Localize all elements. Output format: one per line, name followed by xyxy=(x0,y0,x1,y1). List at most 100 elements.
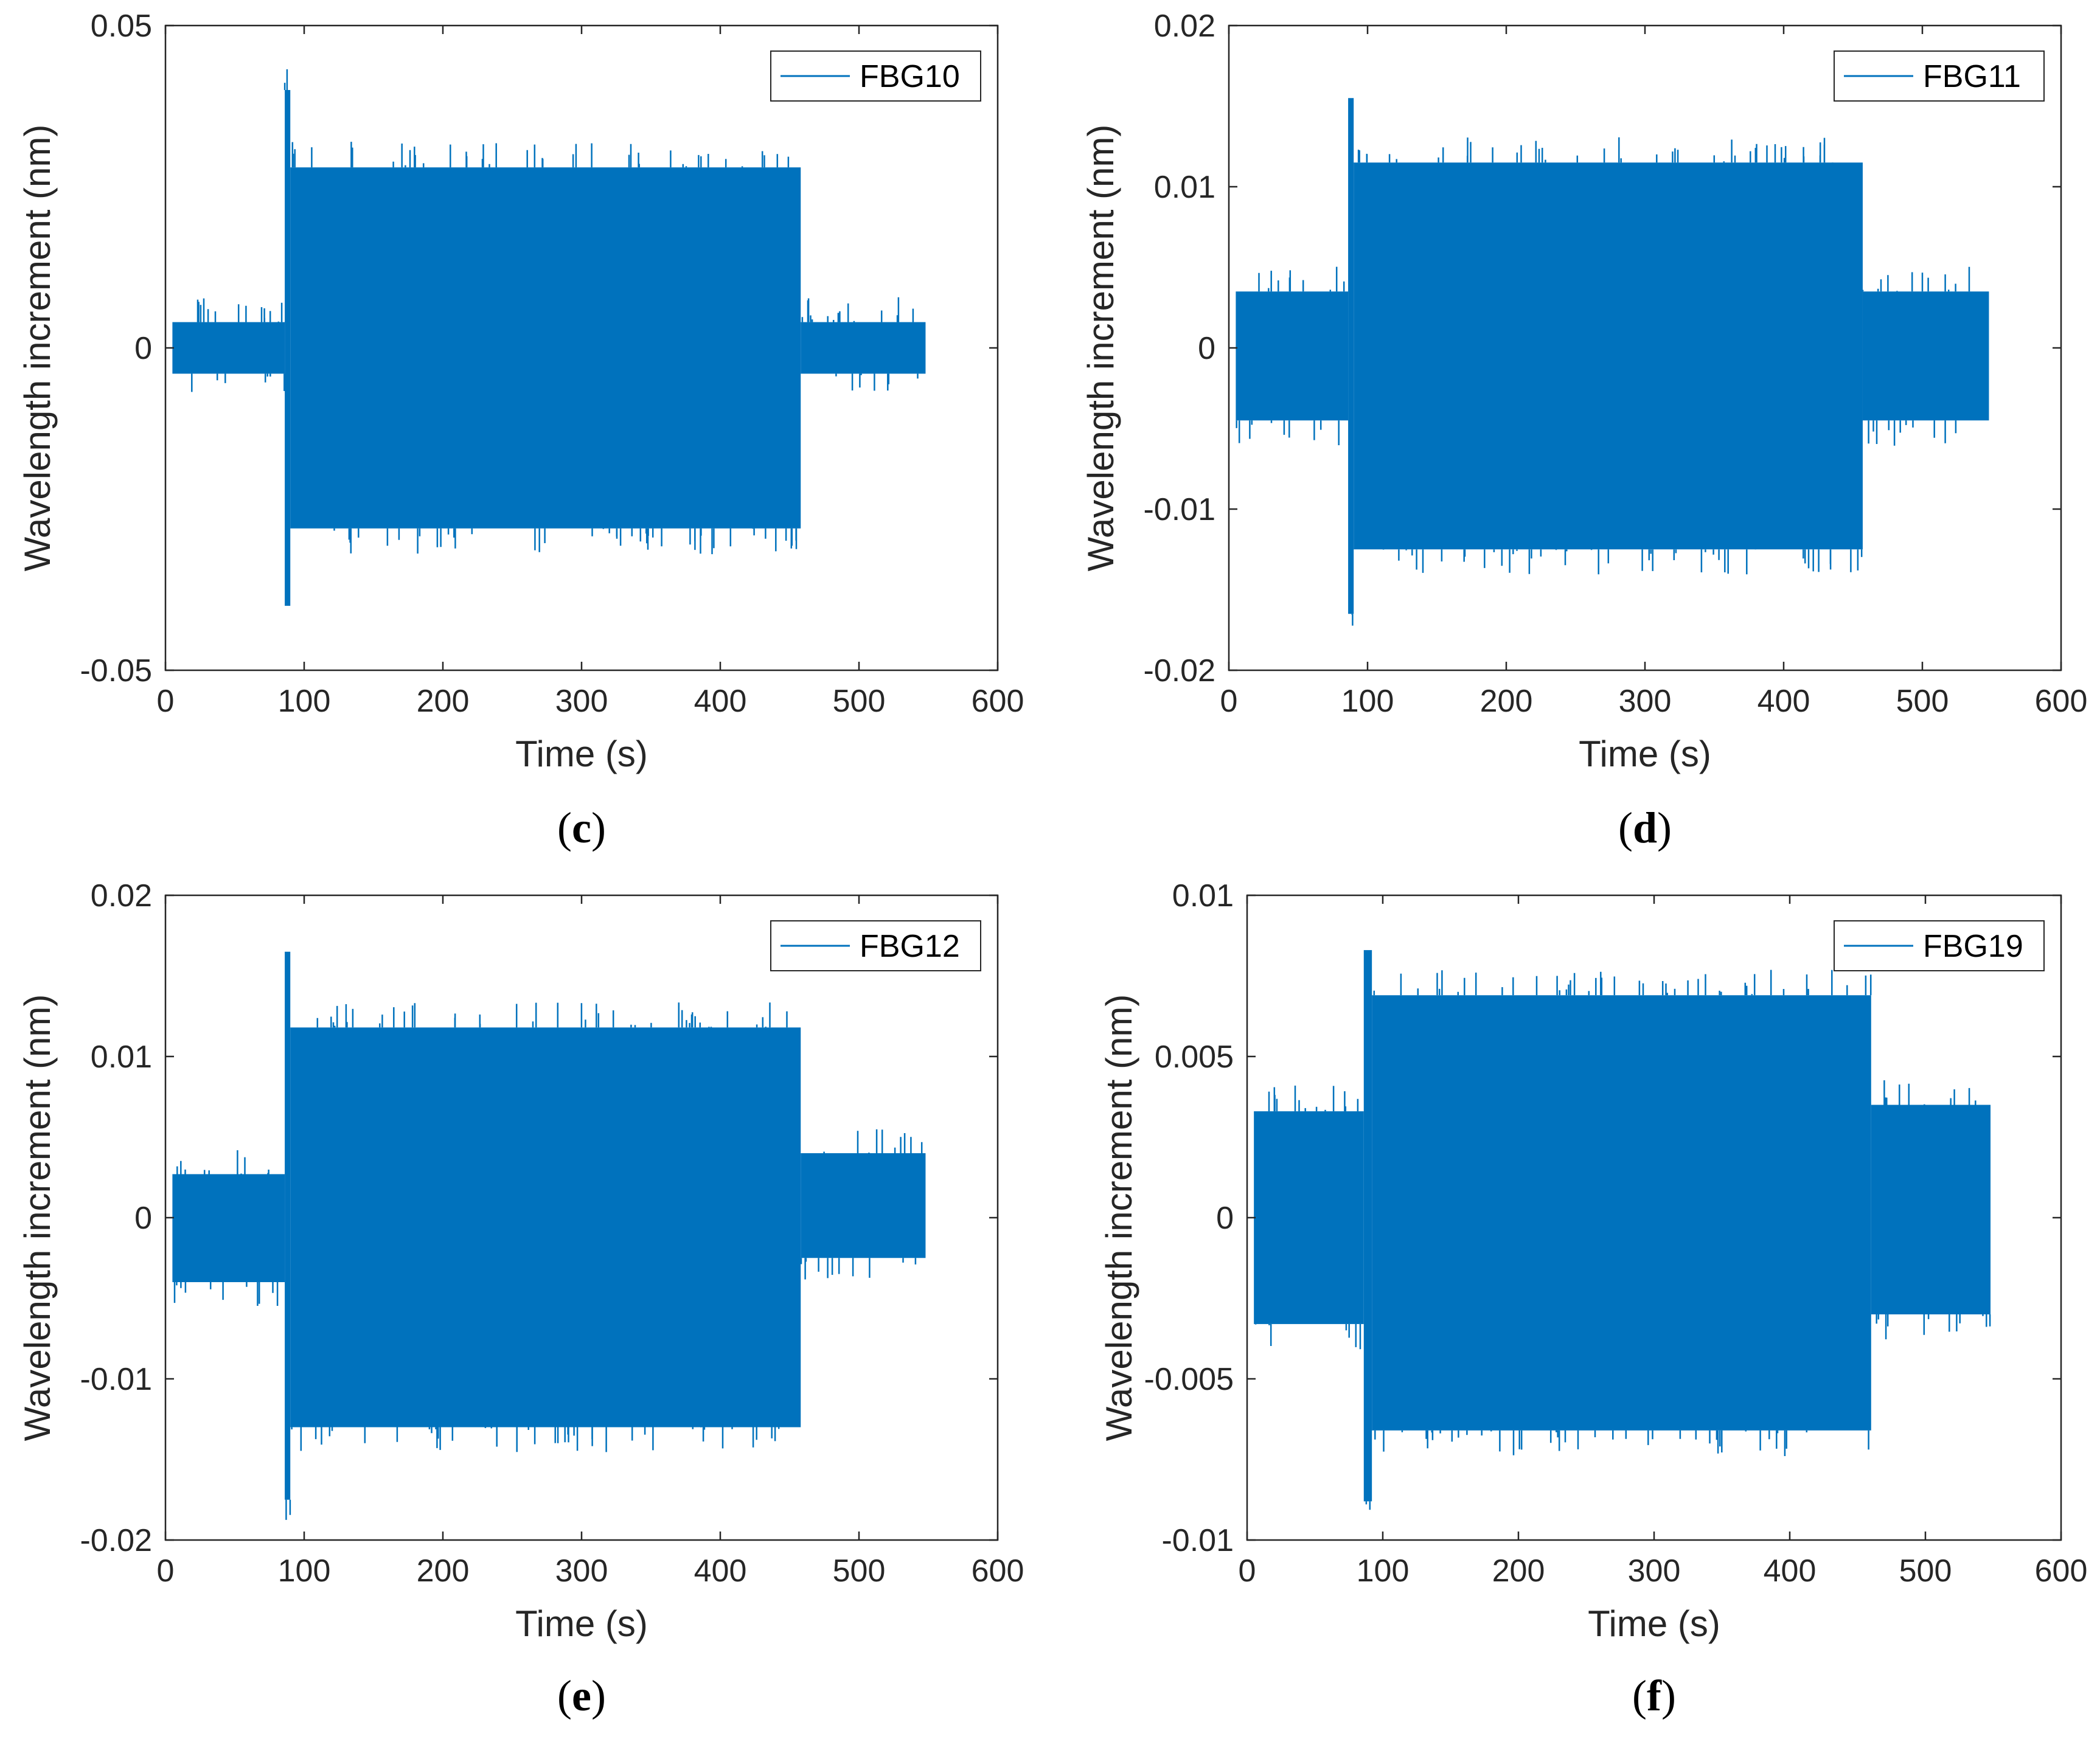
signal-envelope-0 xyxy=(172,1174,285,1282)
data-series-FBG12 xyxy=(172,951,926,1520)
signal-envelope-1 xyxy=(1363,950,1372,1502)
chart-panel-f: 0 100 200 300 400 500 600 -0.01 -0.005 0 0.005 0.01… xyxy=(1099,878,2087,1720)
panel-caption: (f) xyxy=(1632,1671,1676,1720)
legend-label: FBG12 xyxy=(860,929,960,964)
data-series-FBG19 xyxy=(1254,950,1991,1510)
signal-spikes-0 xyxy=(1254,1085,1361,1350)
x-axis-title: Time (s) xyxy=(1588,1603,1720,1644)
y-axis-title: Wavelength increment (nm) xyxy=(17,994,58,1441)
signal-envelope-0 xyxy=(172,322,285,374)
signal-spikes-3 xyxy=(801,297,919,391)
x-tick-label: 200 xyxy=(417,1553,470,1589)
signal-envelope-1 xyxy=(285,90,291,606)
signal-envelope-3 xyxy=(1871,1105,1991,1314)
x-tick-label: 300 xyxy=(555,1553,608,1589)
legend: FBG10 xyxy=(770,50,981,102)
y-tick-label: 0.01 xyxy=(1172,878,1234,914)
x-tick-label: 100 xyxy=(1341,684,1394,719)
panel-caption: (e) xyxy=(557,1671,606,1720)
legend-label: FBG10 xyxy=(860,59,960,94)
signal-spikes-3 xyxy=(1876,1080,1991,1339)
x-tick-label: 0 xyxy=(157,1553,175,1589)
panel-caption: (d) xyxy=(1618,803,1672,852)
data-series-FBG11 xyxy=(1236,98,1989,626)
x-tick-label: 200 xyxy=(1480,684,1533,719)
x-tick-label: 100 xyxy=(278,684,331,719)
x-tick-label: 100 xyxy=(278,1553,331,1589)
y-tick-label: -0.05 xyxy=(80,653,152,689)
y-tick-label: 0.05 xyxy=(91,9,152,44)
legend-label: FBG11 xyxy=(1923,59,2021,94)
legend-label: FBG19 xyxy=(1923,929,2023,964)
signal-spikes-2 xyxy=(1357,137,1863,575)
y-tick-label: 0.005 xyxy=(1155,1039,1234,1075)
y-tick-label: 0 xyxy=(134,1201,152,1236)
panel-caption: (c) xyxy=(557,803,606,852)
y-tick-label: -0.02 xyxy=(80,1523,152,1558)
x-tick-label: 400 xyxy=(1758,684,1810,719)
y-tick-label: 0.02 xyxy=(1154,9,1215,44)
y-tick-label: 0.02 xyxy=(91,878,152,914)
chart-panel-d: 0 100 200 300 400 500 600 -0.02 -0.01 0 0.01 0.02 Ti… xyxy=(1080,9,2087,852)
signal-envelope-1 xyxy=(1348,98,1354,614)
x-tick-label: 0 xyxy=(1239,1553,1256,1589)
y-tick-label: 0.01 xyxy=(91,1039,152,1075)
x-tick-label: 200 xyxy=(1492,1553,1545,1589)
signal-envelope-3 xyxy=(1862,291,1989,421)
x-tick-label: 500 xyxy=(833,1553,886,1589)
x-axis-title: Time (s) xyxy=(515,734,648,774)
x-tick-label: 0 xyxy=(157,684,175,719)
x-tick-label: 400 xyxy=(694,684,747,719)
y-tick-label: -0.01 xyxy=(1143,492,1215,527)
x-axis-title: Time (s) xyxy=(515,1603,648,1644)
x-tick-label: 400 xyxy=(694,1553,747,1589)
signal-envelope-3 xyxy=(801,1153,926,1258)
signal-envelope-1 xyxy=(285,951,291,1500)
signal-spikes-3 xyxy=(1862,266,1970,446)
x-tick-label: 600 xyxy=(2035,684,2088,719)
legend: FBG12 xyxy=(770,920,981,971)
signal-envelope-2 xyxy=(1372,995,1871,1431)
signal-spikes-0 xyxy=(1236,266,1345,445)
y-tick-label: 0 xyxy=(134,331,152,366)
legend: FBG19 xyxy=(1834,920,2045,971)
y-axis-title: Wavelength increment (nm) xyxy=(17,125,58,572)
y-tick-label: 0 xyxy=(1198,331,1215,366)
x-tick-label: 500 xyxy=(833,684,886,719)
x-axis-title: Time (s) xyxy=(1579,734,1711,774)
y-tick-label: -0.01 xyxy=(80,1362,152,1397)
signal-spikes-2 xyxy=(1373,970,1872,1456)
x-tick-label: 400 xyxy=(1764,1553,1817,1589)
signal-envelope-2 xyxy=(290,1027,801,1428)
x-tick-label: 600 xyxy=(972,684,1024,719)
x-tick-label: 600 xyxy=(972,1553,1024,1589)
x-tick-label: 600 xyxy=(2035,1553,2088,1589)
x-tick-label: 500 xyxy=(1899,1553,1952,1589)
x-tick-label: 100 xyxy=(1357,1553,1410,1589)
signal-envelope-0 xyxy=(1236,291,1349,421)
signal-envelope-3 xyxy=(801,322,926,374)
x-tick-label: 300 xyxy=(555,684,608,719)
y-tick-label: 0 xyxy=(1216,1201,1234,1236)
y-tick-label: -0.02 xyxy=(1143,653,1215,689)
x-tick-label: 200 xyxy=(417,684,470,719)
signal-spikes-2 xyxy=(291,1002,788,1452)
signal-envelope-0 xyxy=(1254,1111,1364,1324)
signal-spikes-1 xyxy=(1351,614,1354,626)
y-tick-label: -0.01 xyxy=(1161,1523,1234,1558)
signal-spikes-0 xyxy=(191,298,285,392)
signal-envelope-2 xyxy=(1354,162,1863,550)
signal-spikes-3 xyxy=(800,1129,923,1280)
y-tick-label: 0.01 xyxy=(1154,170,1215,205)
signal-spikes-1 xyxy=(1365,1501,1371,1510)
x-tick-label: 300 xyxy=(1619,684,1672,719)
signal-spikes-1 xyxy=(285,1499,291,1520)
y-axis-title: Wavelength increment (nm) xyxy=(1080,125,1121,572)
x-tick-label: 0 xyxy=(1220,684,1238,719)
data-series-FBG10 xyxy=(172,69,926,606)
x-tick-label: 300 xyxy=(1628,1553,1681,1589)
signal-envelope-2 xyxy=(290,167,801,529)
y-tick-label: -0.005 xyxy=(1144,1362,1234,1397)
